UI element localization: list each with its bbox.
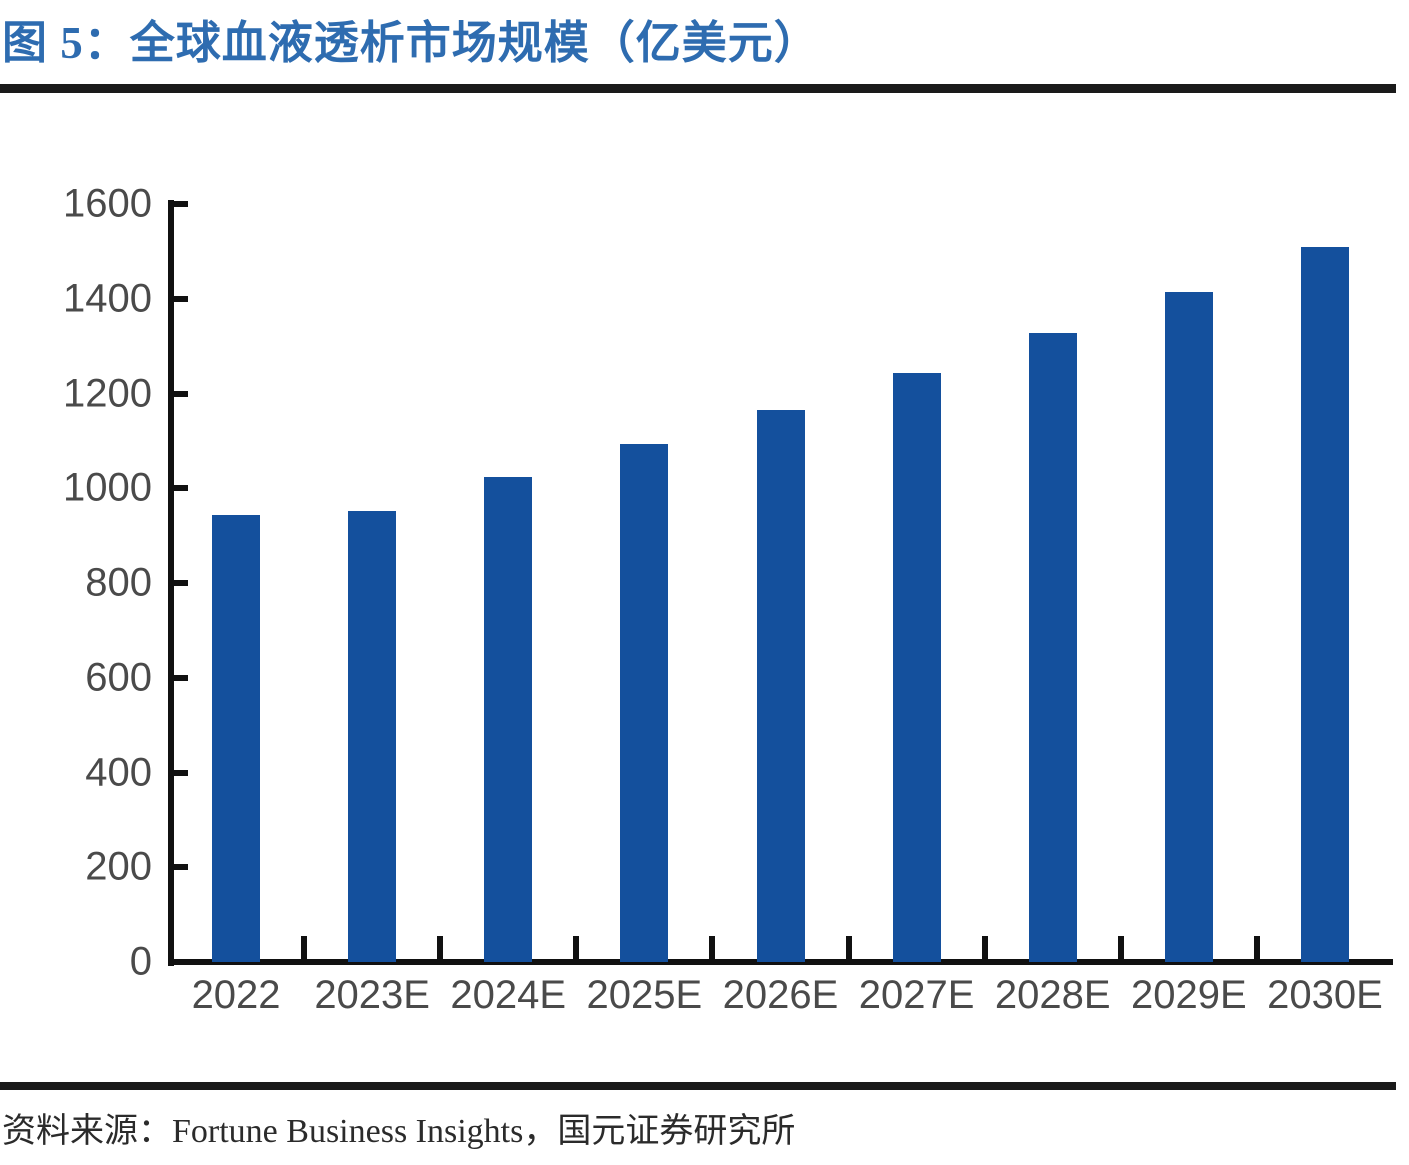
x-axis-tick [573,936,580,960]
x-axis-labels: 2022 2023E 2024E 2025E 2026E 2027E 2028E 2029E 2… [168,973,1400,1033]
y-axis-tick-label: 400 [85,750,152,794]
y-axis-tick [168,201,188,207]
y-axis-tick [168,674,188,681]
y-axis-tick-label: 1400 [63,276,152,321]
x-axis-tick-label: 2028E [994,973,1111,1017]
x-axis-tick-label: 2023E [314,973,430,1017]
bar [212,515,261,962]
x-axis-tick-label: 2024E [450,973,567,1017]
y-axis-tick-label: 1000 [63,465,152,510]
title-divider [0,84,1396,93]
x-axis-line [168,959,1393,965]
x-axis-tick-label: 2025E [586,973,703,1017]
y-axis-tick [168,580,188,586]
bar [892,373,941,962]
y-axis-tick [168,864,188,871]
y-axis-tick-label: 800 [85,560,152,605]
y-axis-tick-label: 1600 [63,181,152,226]
y-axis-tick [168,485,188,492]
y-axis-tick [168,390,188,397]
source-text: 资料来源：Fortune Business Insights，国元证券研究所 [2,1113,796,1150]
bar [348,510,397,962]
y-axis-tick-label: 600 [85,655,152,700]
bar [756,410,805,962]
y-axis-tick [168,769,188,776]
bar [1028,333,1077,962]
source-row: 资料来源：Fortune Business Insights，国元证券研究所 [2,1104,1402,1160]
x-axis-tick [981,936,988,960]
bars-layer [168,204,1393,962]
x-axis-tick [437,936,444,960]
y-axis-tick [168,959,188,965]
bar [1300,247,1349,962]
x-axis-tick [709,936,716,960]
y-axis-tick-label: 200 [85,844,152,889]
bar [1164,292,1213,962]
y-axis-labels: 0 200 400 600 800 1000 1200 1400 1600 [0,93,152,1068]
chart-canvas: 0 200 400 600 800 1000 1200 1400 1600 2022 2023E 2… [0,93,1409,1068]
bar [484,477,533,962]
x-axis-tick-label: 2022 [191,973,281,1017]
x-axis-tick-label: 2027E [858,973,975,1017]
footer-divider [0,1082,1396,1090]
y-axis-tick-label: 1200 [63,371,152,415]
x-axis-tick-label: 2030E [1267,973,1383,1017]
bar [620,444,669,962]
page-title: 图 5：全球血液透析市场规模（亿美元） [2,17,820,68]
x-axis-tick [1117,936,1124,960]
x-axis-tick-label: 2026E [722,973,839,1017]
x-axis-tick-label: 2029E [1130,973,1247,1017]
y-axis-tick-label: 0 [129,939,152,984]
y-axis-tick [168,295,188,302]
x-axis-tick [845,936,852,960]
x-axis-tick [301,936,308,960]
figure-title-row: 图 5：全球血液透析市场规模（亿美元） [0,8,1409,78]
x-axis-tick [1253,936,1260,960]
